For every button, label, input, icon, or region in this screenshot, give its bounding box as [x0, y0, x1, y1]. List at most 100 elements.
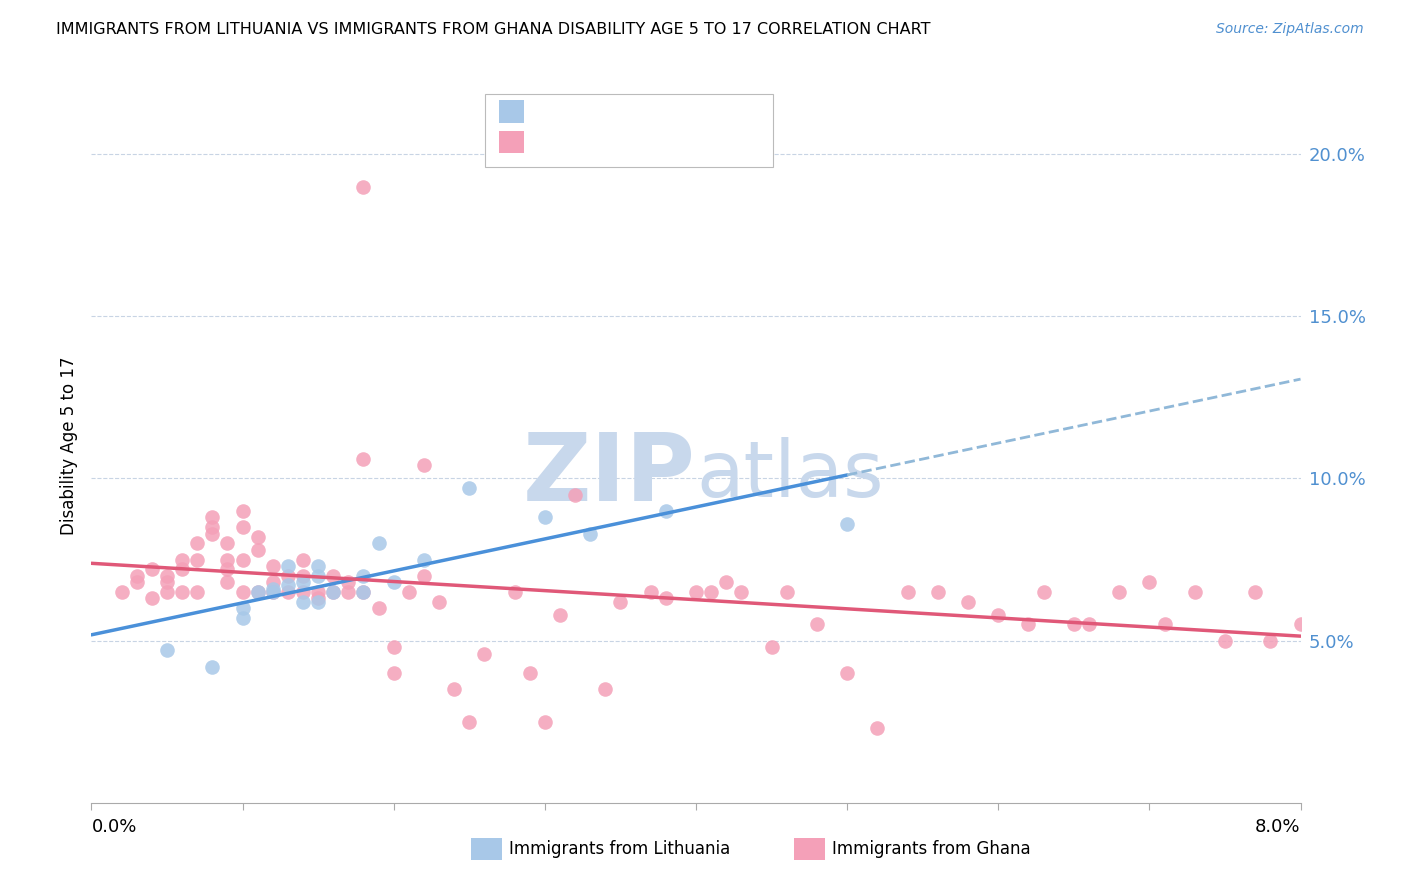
- Point: [217, 552, 239, 566]
- Point: [533, 714, 555, 729]
- Point: [1213, 633, 1236, 648]
- Point: [277, 568, 299, 582]
- Point: [1153, 617, 1175, 632]
- Point: [1139, 575, 1161, 590]
- Point: [897, 585, 920, 599]
- Point: [956, 595, 979, 609]
- Point: [595, 682, 617, 697]
- Point: [806, 617, 828, 632]
- Text: R =: R =: [531, 103, 568, 120]
- Point: [654, 504, 676, 518]
- Point: [1077, 617, 1099, 632]
- Point: [927, 585, 949, 599]
- Text: Immigrants from Ghana: Immigrants from Ghana: [832, 840, 1031, 858]
- Point: [201, 510, 224, 524]
- Point: [367, 536, 389, 550]
- Text: N =: N =: [643, 133, 679, 151]
- Point: [156, 585, 179, 599]
- Point: [246, 542, 269, 557]
- Point: [776, 585, 799, 599]
- Point: [1184, 585, 1206, 599]
- Point: [125, 575, 148, 590]
- Point: [156, 575, 179, 590]
- Point: [458, 481, 481, 495]
- Point: [503, 585, 526, 599]
- Point: [1260, 633, 1282, 648]
- Point: [352, 585, 374, 599]
- Point: [472, 647, 495, 661]
- Point: [352, 585, 374, 599]
- Point: [685, 585, 707, 599]
- Point: [1032, 585, 1054, 599]
- Point: [413, 458, 436, 473]
- Y-axis label: Disability Age 5 to 17: Disability Age 5 to 17: [59, 357, 77, 535]
- Point: [640, 585, 662, 599]
- Point: [654, 591, 676, 606]
- Point: [413, 568, 436, 582]
- Text: IMMIGRANTS FROM LITHUANIA VS IMMIGRANTS FROM GHANA DISABILITY AGE 5 TO 17 CORREL: IMMIGRANTS FROM LITHUANIA VS IMMIGRANTS …: [56, 22, 931, 37]
- Point: [231, 585, 253, 599]
- Point: [443, 682, 465, 697]
- Point: [322, 585, 344, 599]
- Point: [201, 520, 224, 534]
- Point: [337, 575, 360, 590]
- Point: [217, 575, 239, 590]
- Point: [231, 611, 253, 625]
- Point: [1244, 585, 1267, 599]
- Point: [246, 585, 269, 599]
- Point: [186, 552, 208, 566]
- Point: [307, 568, 329, 582]
- Text: N =: N =: [643, 103, 679, 120]
- Point: [987, 607, 1010, 622]
- Text: 25: 25: [682, 103, 704, 120]
- Text: atlas: atlas: [696, 436, 883, 513]
- Point: [398, 585, 420, 599]
- Point: [307, 595, 329, 609]
- Point: [231, 601, 253, 615]
- Point: [201, 526, 224, 541]
- Point: [1289, 617, 1312, 632]
- Point: [262, 559, 284, 574]
- Point: [866, 721, 889, 735]
- Point: [125, 568, 148, 582]
- Point: [413, 552, 436, 566]
- Point: [292, 595, 315, 609]
- Point: [262, 582, 284, 596]
- Point: [141, 591, 163, 606]
- Point: [231, 520, 253, 534]
- Point: [231, 504, 253, 518]
- Text: R =: R =: [531, 133, 568, 151]
- Point: [201, 659, 224, 673]
- Text: 0.0%: 0.0%: [91, 819, 136, 837]
- Point: [352, 452, 374, 467]
- Text: 8.0%: 8.0%: [1256, 819, 1301, 837]
- Text: Source: ZipAtlas.com: Source: ZipAtlas.com: [1216, 22, 1364, 37]
- Point: [292, 585, 315, 599]
- Text: -0.090: -0.090: [569, 133, 628, 151]
- Point: [262, 585, 284, 599]
- Text: Immigrants from Lithuania: Immigrants from Lithuania: [509, 840, 730, 858]
- Point: [337, 585, 360, 599]
- Point: [352, 568, 374, 582]
- Point: [111, 585, 132, 599]
- Point: [186, 585, 208, 599]
- Point: [761, 640, 783, 654]
- Point: [156, 568, 179, 582]
- Point: [292, 568, 315, 582]
- Point: [519, 666, 541, 681]
- Point: [172, 552, 194, 566]
- Point: [186, 536, 208, 550]
- Point: [277, 585, 299, 599]
- Point: [427, 595, 450, 609]
- Point: [246, 585, 269, 599]
- Text: 0.540: 0.540: [569, 103, 627, 120]
- Point: [835, 516, 858, 531]
- Point: [700, 585, 723, 599]
- Point: [730, 585, 752, 599]
- Point: [367, 601, 389, 615]
- Point: [217, 562, 239, 576]
- Point: [156, 643, 179, 657]
- Point: [1063, 617, 1085, 632]
- Point: [382, 640, 405, 654]
- Point: [458, 714, 481, 729]
